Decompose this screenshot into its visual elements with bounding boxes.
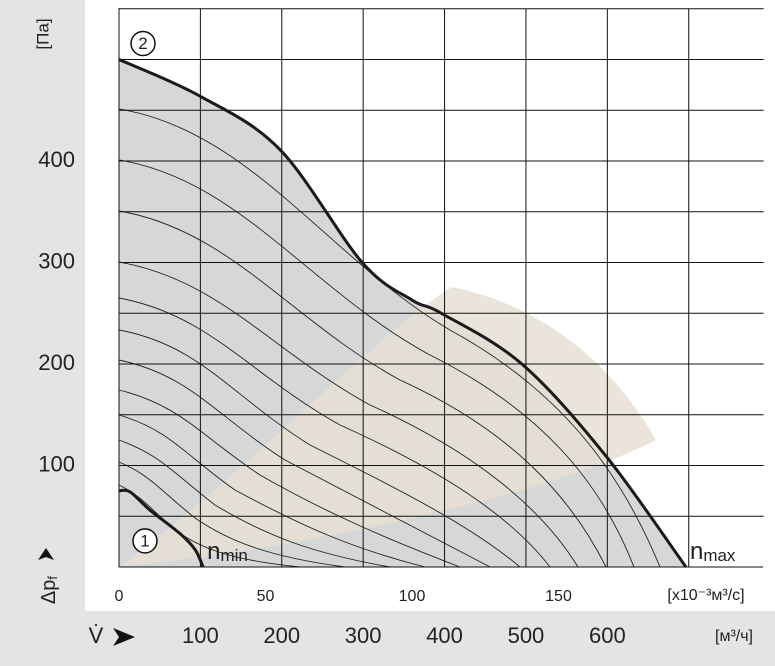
bottom-strip bbox=[0, 611, 775, 666]
x2-tick-label: 300 bbox=[345, 623, 382, 648]
curve bbox=[118, 488, 205, 568]
x2-tick-label: 100 bbox=[182, 623, 219, 648]
x2-tick-label: 200 bbox=[263, 623, 300, 648]
y-unit: [Па] bbox=[33, 18, 52, 49]
curve-label-sub: min bbox=[220, 546, 247, 565]
series-marker bbox=[132, 528, 158, 554]
series-marker bbox=[130, 30, 156, 57]
y-tick-label: 300 bbox=[38, 248, 75, 273]
curve-label-main: n bbox=[690, 538, 703, 565]
y-tick-label: 400 bbox=[38, 147, 75, 172]
curve bbox=[118, 58, 688, 568]
x-unit: [x10⁻³м³/с] bbox=[667, 587, 744, 604]
left-strip bbox=[0, 0, 85, 666]
curve-label: nmax bbox=[690, 538, 736, 565]
x-tick-label: 50 bbox=[257, 588, 275, 605]
x2-tick-label: 400 bbox=[426, 623, 463, 648]
operating-region bbox=[119, 287, 656, 567]
curve-label-main: n bbox=[207, 538, 220, 565]
curve-label: nmin bbox=[207, 538, 248, 565]
y-tick-label: 100 bbox=[38, 451, 75, 476]
x2-symbol: V̇ bbox=[89, 623, 104, 648]
curve-label-sub: max bbox=[703, 546, 736, 565]
series-name: 2 bbox=[138, 34, 147, 53]
series-name: 1 bbox=[140, 531, 149, 550]
x-tick-label: 150 bbox=[545, 588, 572, 605]
x-tick-label: 100 bbox=[399, 588, 426, 605]
y-tick-label: 200 bbox=[38, 350, 75, 375]
y-symbol: Δpf bbox=[38, 576, 60, 604]
x2-tick-label: 600 bbox=[589, 623, 626, 648]
x2-unit: [м³/ч] bbox=[715, 628, 753, 645]
x2-tick-label: 500 bbox=[508, 623, 545, 648]
y-symbol-main: Δp bbox=[38, 580, 60, 604]
x2-arrow bbox=[113, 628, 135, 646]
y-arrow bbox=[38, 548, 54, 560]
y-symbol-sub: f bbox=[45, 576, 60, 580]
x-tick-label: 0 bbox=[115, 588, 124, 605]
